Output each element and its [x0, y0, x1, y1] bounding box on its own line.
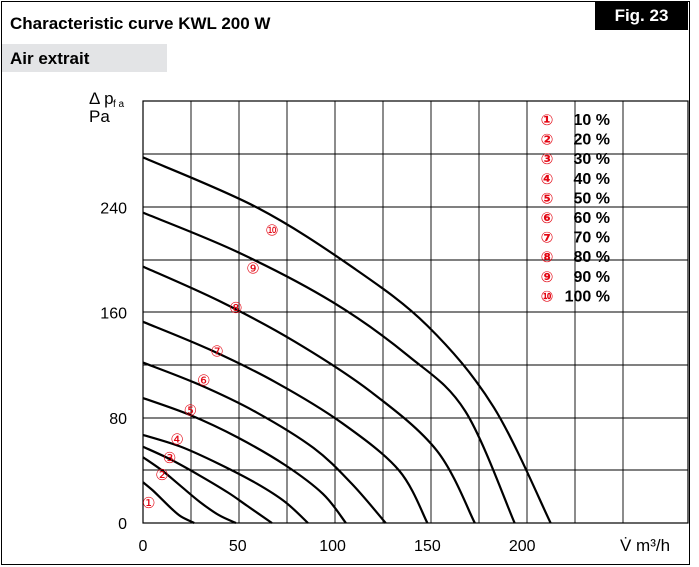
curve-marker: ⑤: [184, 402, 197, 420]
legend-label: 100 %: [565, 288, 610, 305]
legend-marker: ③: [541, 150, 554, 168]
curve-marker: ⑦: [210, 343, 223, 361]
x-axis-label: V̇ m³/h: [620, 536, 670, 555]
y-tick-label: 240: [100, 200, 127, 217]
x-tick-label: 100: [319, 538, 346, 555]
curve-10pct: [142, 481, 195, 524]
curve-30pct: [142, 445, 273, 524]
curve-90pct: [142, 211, 516, 524]
chart-title: Characteristic curve KWL 200 W: [10, 14, 271, 33]
curve-marker: ②: [155, 466, 168, 484]
y-axis-unit-label: Pa: [89, 107, 110, 126]
y-axis-label: Δ p: [89, 89, 114, 108]
legend-marker: ⑧: [541, 248, 554, 266]
curve-marker: ③: [163, 449, 176, 467]
curve-80pct: [142, 265, 476, 524]
legend-marker: ⑦: [541, 229, 554, 247]
legend-marker: ⑨: [541, 268, 554, 286]
legend-marker: ⑥: [541, 209, 554, 227]
y-tick-label: 160: [100, 306, 127, 323]
curve-marker: ⑥: [197, 371, 210, 389]
legend-label: 50 %: [574, 190, 610, 207]
legend-label: 10 %: [574, 112, 610, 129]
chart-subtitle: Air extrait: [10, 49, 90, 68]
legend-marker: ⑩: [541, 287, 554, 305]
curve-marker: ⑩: [265, 222, 278, 240]
curve-marker: ⑨: [246, 260, 259, 278]
legend-label: 20 %: [574, 132, 610, 149]
legend-label: 40 %: [574, 171, 610, 188]
curve-marker: ⑧: [229, 299, 242, 317]
curve-20pct: [142, 456, 237, 525]
legend-marker: ②: [541, 131, 554, 149]
legend-label: 80 %: [574, 249, 610, 266]
curve-40pct: [142, 433, 309, 524]
curve-100pct: [142, 156, 552, 524]
y-axis-label-subscript: f a: [113, 99, 125, 110]
curve-50pct: [142, 397, 347, 524]
y-tick-label: 0: [118, 516, 127, 533]
x-tick-label: 200: [509, 538, 536, 555]
curve-60pct: [142, 361, 387, 524]
subtitle-band: [2, 44, 167, 72]
legend-marker: ⑤: [541, 189, 554, 207]
curve-marker: ①: [142, 494, 155, 512]
curve-70pct: [142, 320, 429, 524]
y-tick-label: 80: [109, 411, 127, 428]
x-tick-label: 0: [139, 538, 148, 555]
legend-label: 30 %: [574, 151, 610, 168]
legend-label: 70 %: [574, 230, 610, 247]
legend-marker: ④: [541, 170, 554, 188]
legend-marker: ①: [541, 111, 554, 129]
figure-number-badge: Fig. 23: [595, 2, 688, 30]
x-tick-label: 150: [414, 538, 441, 555]
legend-label: 60 %: [574, 210, 610, 227]
x-tick-label: 50: [229, 538, 247, 555]
curve-marker: ④: [170, 431, 183, 449]
legend-label: 90 %: [574, 269, 610, 286]
